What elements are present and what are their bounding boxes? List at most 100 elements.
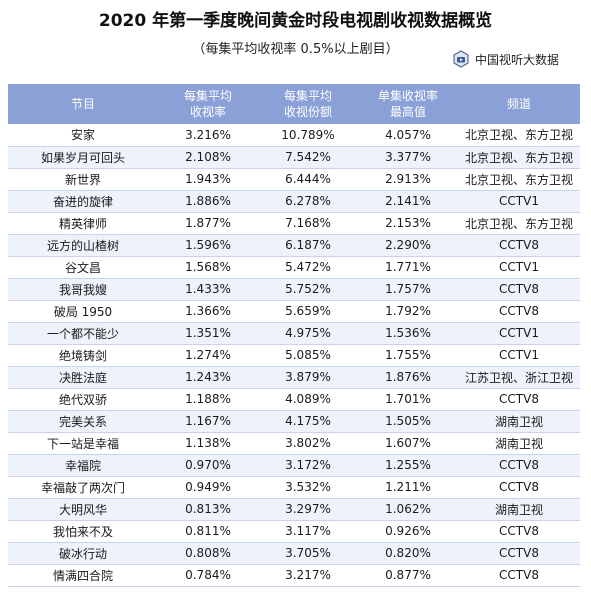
table-row: 破局 1950 1.366% 5.659% 1.792% CCTV8: [8, 300, 580, 323]
cell-peak-rating: 1.755%: [358, 344, 458, 367]
cell-peak-rating: 1.607%: [358, 432, 458, 455]
header-program: 节目: [8, 84, 158, 124]
header-avg-share: 每集平均 收视份额: [258, 84, 358, 124]
cell-avg-share: 5.752%: [258, 278, 358, 301]
cell-program: 破冰行动: [8, 542, 158, 565]
cell-peak-rating: 0.926%: [358, 520, 458, 543]
cell-peak-rating: 1.771%: [358, 256, 458, 279]
cell-avg-share: 5.659%: [258, 300, 358, 323]
table-row: 精英律师 1.877% 7.168% 2.153% 北京卫视、东方卫视: [8, 212, 580, 235]
cell-avg-share: 3.802%: [258, 432, 358, 455]
cell-peak-rating: 1.211%: [358, 476, 458, 499]
cell-channel: 湖南卫视: [458, 410, 580, 433]
cell-peak-rating: 1.062%: [358, 498, 458, 521]
cell-avg-share: 3.117%: [258, 520, 358, 543]
cell-program: 幸福敲了两次门: [8, 476, 158, 499]
cell-peak-rating: 2.141%: [358, 190, 458, 213]
cell-avg-rating: 1.243%: [158, 366, 258, 389]
cell-avg-rating: 0.811%: [158, 520, 258, 543]
cell-program: 绝代双骄: [8, 388, 158, 411]
cell-avg-share: 6.187%: [258, 234, 358, 257]
column-header-line: 节目: [70, 97, 95, 111]
cell-avg-rating: 1.138%: [158, 432, 258, 455]
cell-program: 绝境铸剑: [8, 344, 158, 367]
cell-channel: CCTV8: [458, 520, 580, 543]
cell-avg-share: 6.444%: [258, 168, 358, 191]
cell-avg-share: 6.278%: [258, 190, 358, 213]
cell-avg-share: 10.789%: [258, 124, 358, 147]
cell-channel: 北京卫视、东方卫视: [458, 168, 580, 191]
header-peak-rating: 单集收视率 最高值: [358, 84, 458, 124]
cell-program: 精英律师: [8, 212, 158, 235]
cell-avg-rating: 0.970%: [158, 454, 258, 477]
cell-avg-share: 4.175%: [258, 410, 358, 433]
cell-peak-rating: 1.876%: [358, 366, 458, 389]
column-header-line: 收视份额: [283, 105, 332, 119]
ratings-table: 节目 每集平均 收视率 每集平均 收视份额 单集收视率 最高值 频道 安家 3.216% 10.7…: [8, 84, 580, 587]
cell-avg-share: 3.879%: [258, 366, 358, 389]
cell-channel: CCTV8: [458, 388, 580, 411]
cell-avg-rating: 1.188%: [158, 388, 258, 411]
column-header-line: 收视率: [189, 105, 226, 119]
cell-program: 我怕来不及: [8, 520, 158, 543]
cell-program: 我哥我嫂: [8, 278, 158, 301]
cell-channel: 北京卫视、东方卫视: [458, 212, 580, 235]
cell-avg-rating: 0.808%: [158, 542, 258, 565]
cell-peak-rating: 1.792%: [358, 300, 458, 323]
cell-peak-rating: 1.536%: [358, 322, 458, 345]
cell-avg-rating: 1.274%: [158, 344, 258, 367]
table-row: 绝境铸剑 1.274% 5.085% 1.755% CCTV1: [8, 344, 580, 367]
brand-logo: 中国视听大数据: [452, 50, 559, 68]
table-row: 我怕来不及 0.811% 3.117% 0.926% CCTV8: [8, 520, 580, 543]
cell-peak-rating: 2.290%: [358, 234, 458, 257]
cell-avg-rating: 1.167%: [158, 410, 258, 433]
page-title: 2020 年第一季度晚间黄金时段电视剧收视数据概览: [98, 11, 493, 31]
cell-peak-rating: 1.505%: [358, 410, 458, 433]
cell-channel: 北京卫视、东方卫视: [458, 146, 580, 169]
table-row: 一个都不能少 1.351% 4.975% 1.536% CCTV1: [8, 322, 580, 345]
brand-name: 中国视听大数据: [475, 52, 560, 67]
cell-program: 大明风华: [8, 498, 158, 521]
table-row: 幸福敲了两次门 0.949% 3.532% 1.211% CCTV8: [8, 476, 580, 499]
cell-peak-rating: 1.255%: [358, 454, 458, 477]
cell-peak-rating: 0.820%: [358, 542, 458, 565]
cell-channel: 湖南卫视: [458, 498, 580, 521]
cell-avg-rating: 1.433%: [158, 278, 258, 301]
cell-avg-rating: 0.784%: [158, 564, 258, 587]
cell-avg-share: 3.217%: [258, 564, 358, 587]
table-row: 幸福院 0.970% 3.172% 1.255% CCTV8: [8, 454, 580, 477]
cell-channel: CCTV1: [458, 344, 580, 367]
cell-program: 决胜法庭: [8, 366, 158, 389]
cell-avg-share: 3.532%: [258, 476, 358, 499]
cell-peak-rating: 2.913%: [358, 168, 458, 191]
cell-avg-share: 3.172%: [258, 454, 358, 477]
table-row: 完美关系 1.167% 4.175% 1.505% 湖南卫视: [8, 410, 580, 433]
cell-avg-rating: 1.366%: [158, 300, 258, 323]
cell-channel: CCTV8: [458, 454, 580, 477]
cell-avg-share: 5.472%: [258, 256, 358, 279]
header-channel: 频道: [458, 84, 580, 124]
cell-avg-rating: 0.813%: [158, 498, 258, 521]
cell-peak-rating: 1.757%: [358, 278, 458, 301]
column-header-line: 最高值: [389, 105, 426, 119]
cell-program: 新世界: [8, 168, 158, 191]
page-subtitle: （每集平均收视率 0.5%以上剧目）: [192, 42, 399, 57]
cell-peak-rating: 1.701%: [358, 388, 458, 411]
cell-avg-share: 5.085%: [258, 344, 358, 367]
cell-avg-rating: 1.886%: [158, 190, 258, 213]
cell-channel: CCTV8: [458, 278, 580, 301]
table-row: 绝代双骄 1.188% 4.089% 1.701% CCTV8: [8, 388, 580, 411]
cell-avg-share: 7.168%: [258, 212, 358, 235]
column-header-line: 每集平均: [183, 89, 232, 103]
cvb-logo-icon: [452, 50, 470, 68]
cell-channel: CCTV8: [458, 300, 580, 323]
cell-peak-rating: 4.057%: [358, 124, 458, 147]
cell-program: 安家: [8, 124, 158, 147]
cell-program: 完美关系: [8, 410, 158, 433]
cell-program: 奋进的旋律: [8, 190, 158, 213]
column-header-line: 单集收视率: [377, 89, 438, 103]
header-avg-rating: 每集平均 收视率: [158, 84, 258, 124]
cell-program: 如果岁月可回头: [8, 146, 158, 169]
ratings-table-wrap: 节目 每集平均 收视率 每集平均 收视份额 单集收视率 最高值 频道 安家 3.216% 10.7…: [8, 84, 580, 587]
table-row: 决胜法庭 1.243% 3.879% 1.876% 江苏卫视、浙江卫视: [8, 366, 580, 389]
